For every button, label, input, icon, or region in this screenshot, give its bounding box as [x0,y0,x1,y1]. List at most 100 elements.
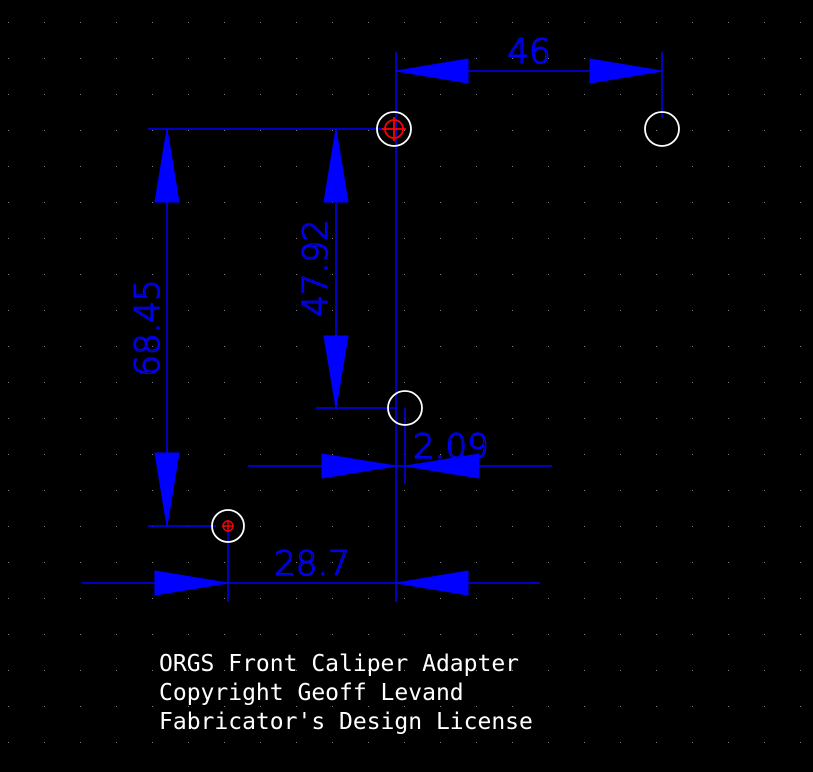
grid-dot [404,94,405,95]
grid-dot [656,706,657,707]
grid-dot [692,274,693,275]
dimension-horizontal-bottom[interactable]: 28.7 [82,526,540,602]
grid-dot [476,634,477,635]
dimension-small-offset[interactable]: 2.09 [248,129,552,602]
grid-dot [512,94,513,95]
hole-bottom-left[interactable] [211,509,245,543]
grid-dot [116,490,117,491]
grid-dot [116,454,117,455]
grid-dot [296,58,297,59]
grid-dot [188,310,189,311]
grid-dot [44,22,45,23]
grid-dot [116,346,117,347]
grid-dot [260,58,261,59]
grid-dot [620,382,621,383]
grid-dot [260,490,261,491]
dimension-vertical-middle[interactable]: 47.92 [295,128,396,409]
grid-dot [44,742,45,743]
grid-dot [152,22,153,23]
grid-dot [800,562,801,563]
grid-dot [548,274,549,275]
grid-dot [512,202,513,203]
dimension-label-46: 46 [507,32,550,72]
grid-dot [260,310,261,311]
grid-dot [548,706,549,707]
hole-top-left[interactable] [376,111,412,147]
grid-dot [80,346,81,347]
grid-dot [440,94,441,95]
grid-dot [188,490,189,491]
grid-dot [80,490,81,491]
grid-dot [404,310,405,311]
arrowhead-bottom [154,452,180,527]
grid-dot [8,58,9,59]
grid-dot [728,382,729,383]
hole-top-right[interactable] [644,111,680,147]
grid-dot [116,310,117,311]
grid-dot [8,418,9,419]
grid-dot [188,130,189,131]
hole-outline [376,111,412,147]
grid-dot [188,202,189,203]
grid-dot [8,562,9,563]
grid-dot [368,22,369,23]
grid-dot [8,706,9,707]
grid-dot [404,166,405,167]
grid-dot [44,634,45,635]
grid-dot [188,454,189,455]
grid-dot [296,706,297,707]
grid-dot [368,202,369,203]
grid-dot [728,562,729,563]
grid-dot [188,238,189,239]
hole-outline [387,390,423,426]
grid-dot [332,562,333,563]
grid-dot [116,526,117,527]
grid-dot [260,202,261,203]
grid-dot [512,706,513,707]
hole-middle[interactable] [387,390,423,426]
grid-dot [44,238,45,239]
grid-dot [224,94,225,95]
dimension-vertical-left[interactable]: 68.45 [127,128,396,527]
grid-dot [476,130,477,131]
grid-dot [764,706,765,707]
grid-dot [80,202,81,203]
dimension-horizontal-top[interactable]: 46 [395,31,663,129]
grid-dot [116,130,117,131]
grid-dot [584,742,585,743]
grid-dot [152,670,153,671]
grid-dot [692,454,693,455]
grid-dot [116,634,117,635]
grid-dot [296,238,297,239]
grid-dot [476,526,477,527]
grid-dot [296,346,297,347]
grid-dot [512,22,513,23]
grid-dot [476,490,477,491]
grid-dot [512,418,513,419]
grid-dot [188,58,189,59]
grid-dot [800,598,801,599]
grid-dot [260,274,261,275]
grid-dot [260,742,261,743]
grid-dot [692,742,693,743]
grid-dot [548,526,549,527]
grid-dot [548,166,549,167]
grid-dot [80,562,81,563]
grid-dot [296,454,297,455]
grid-dot [692,670,693,671]
grid-dot [296,166,297,167]
grid-dot [224,58,225,59]
grid-dot [80,22,81,23]
grid-dot [692,526,693,527]
grid-dot [692,382,693,383]
grid-dot [620,22,621,23]
grid-dot [476,94,477,95]
grid-dot [692,166,693,167]
grid-dot [800,490,801,491]
grid-dot [440,166,441,167]
grid-dot [368,130,369,131]
grid-dot [656,670,657,671]
grid-dot [692,562,693,563]
grid-dot [368,166,369,167]
